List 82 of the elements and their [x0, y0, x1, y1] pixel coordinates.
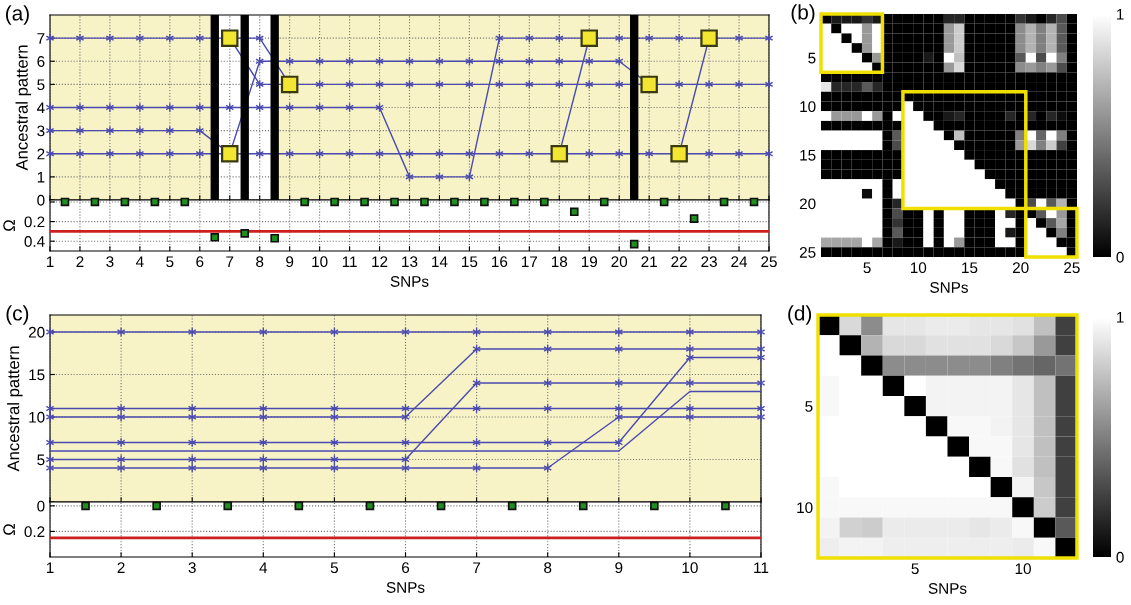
x-tick-label: 23	[701, 256, 717, 268]
x-tick-label: 10	[682, 562, 698, 574]
x-axis-title: SNPs	[386, 582, 425, 593]
chart-title: (b)	[791, 4, 815, 24]
x-tick-label: 7	[473, 562, 481, 573]
y-tick-label: 5	[808, 52, 816, 64]
y-tick-label: 0.2	[24, 216, 45, 228]
x-tick-label: 7	[226, 256, 234, 267]
x-tick-label: 2	[117, 562, 125, 573]
x-tick-label: 12	[372, 256, 388, 267]
x-tick-label: 5	[863, 262, 871, 274]
x-tick-label: 5	[911, 563, 919, 575]
y-axis-title: Ω	[3, 523, 15, 536]
x-tick-label: 15	[962, 262, 978, 274]
x-tick-label: 16	[492, 256, 508, 268]
color-bar-label: 1	[1117, 9, 1124, 20]
x-tick-label: 2	[76, 256, 84, 267]
y-tick-label: 3	[37, 125, 45, 137]
x-tick-label: 15	[462, 256, 478, 268]
y-axis-title: Ω	[3, 219, 15, 232]
y-tick-label: 6	[37, 56, 45, 67]
x-tick-label: 5	[166, 256, 174, 268]
chart-title: (c)	[6, 305, 29, 325]
x-axis-title: SNPs	[928, 583, 967, 594]
color-bar-label: 1	[1117, 312, 1124, 323]
x-tick-label: 11	[342, 256, 357, 267]
y-tick-label: 0	[37, 500, 45, 512]
y-tick-label: 2	[37, 148, 45, 160]
x-tick-label: 13	[402, 256, 418, 268]
x-tick-label: 20	[1012, 262, 1029, 274]
y-tick-label: 20	[28, 326, 45, 338]
y-tick-label: 0.2	[24, 526, 45, 538]
y-tick-label: 15	[800, 149, 816, 161]
color-bar-label: 0	[1116, 251, 1124, 263]
y-tick-label: 10	[800, 101, 816, 113]
x-tick-label: 8	[256, 256, 264, 268]
x-tick-label: 18	[551, 256, 568, 268]
y-tick-label: 0	[37, 194, 45, 206]
x-tick-label: 4	[259, 562, 268, 573]
x-tick-label: 19	[581, 256, 598, 268]
y-tick-label: 4	[36, 102, 45, 114]
y-tick-label: 0.4	[24, 236, 45, 247]
x-axis-title: SNPs	[390, 276, 429, 287]
x-tick-label: 24	[731, 256, 748, 267]
x-tick-label: 3	[106, 256, 114, 268]
x-tick-label: 25	[1064, 262, 1080, 274]
x-tick-label: 21	[641, 256, 657, 267]
x-tick-label: 3	[188, 562, 196, 574]
chart-title: (d)	[788, 305, 812, 325]
y-tick-label: 1	[37, 171, 45, 183]
x-tick-label: 9	[286, 256, 294, 268]
x-tick-label: 11	[754, 562, 769, 573]
y-tick-label: 25	[799, 247, 816, 258]
y-tick-label: 5	[37, 79, 45, 91]
y-tick-label: 5	[805, 401, 813, 412]
y-tick-label: 10	[29, 411, 45, 423]
x-tick-label: 6	[196, 256, 204, 268]
y-tick-label: 15	[29, 369, 45, 381]
color-bar-label: 0	[1116, 551, 1124, 563]
x-tick-label: 20	[611, 256, 628, 268]
x-tick-label: 10	[910, 262, 927, 274]
x-tick-label: 25	[761, 256, 777, 268]
x-axis-title: SNPs	[930, 282, 968, 293]
x-tick-label: 8	[544, 562, 552, 574]
x-tick-label: 9	[615, 562, 623, 574]
x-tick-label: 1	[46, 256, 54, 267]
y-tick-label: 5	[37, 454, 45, 466]
chart-title: (a)	[6, 5, 29, 25]
y-tick-label: 10	[797, 502, 813, 514]
x-tick-label: 10	[1015, 563, 1031, 575]
x-tick-label: 4	[135, 256, 144, 267]
y-tick-label: 20	[799, 198, 816, 210]
x-tick-label: 17	[522, 256, 538, 267]
x-tick-label: 1	[46, 562, 54, 573]
x-tick-label: 6	[402, 562, 410, 574]
y-axis-title: Ancestral pattern	[15, 45, 32, 171]
x-tick-label: 22	[671, 256, 687, 267]
x-tick-label: 5	[330, 562, 339, 574]
x-tick-label: 10	[312, 256, 328, 268]
x-tick-label: 14	[432, 256, 448, 267]
y-axis-title: Ancestral pattern	[7, 346, 23, 472]
y-tick-label: 7	[37, 33, 45, 44]
